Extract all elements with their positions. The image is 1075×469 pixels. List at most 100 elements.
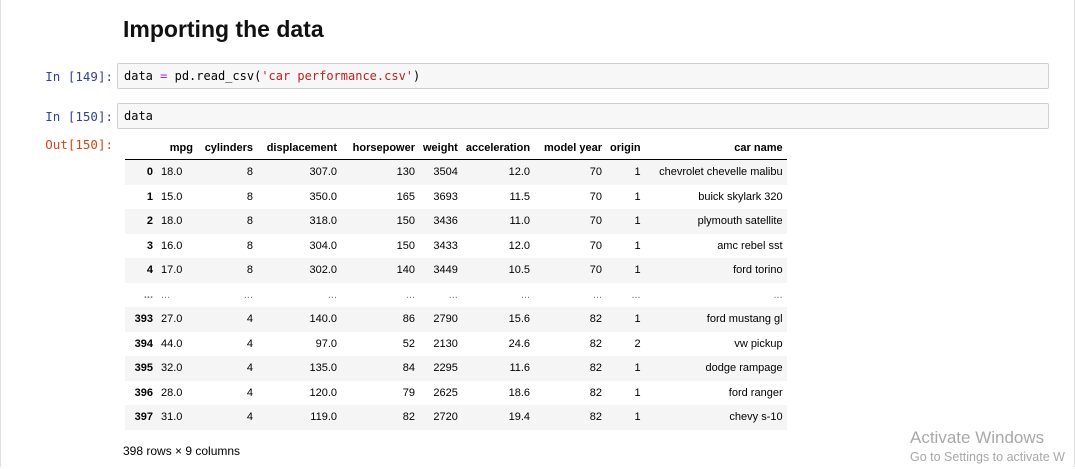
dataframe-table: mpg cylinders displacement horsepower we… [125, 137, 787, 430]
column-header: mpg [157, 137, 197, 160]
table-cell: 18.0 [161, 215, 183, 228]
table-cell: 4 [246, 411, 253, 424]
table-cell: 4 [246, 362, 253, 375]
code-close-paren: ) [413, 69, 421, 83]
table-cell: 4 [246, 337, 253, 350]
watermark-subtitle: Go to Settings to activate W [910, 450, 1065, 464]
table-cell: ford ranger [728, 386, 783, 399]
table-cell: 1 [634, 264, 641, 277]
table-cell: 44.0 [161, 337, 183, 350]
table-cell: 318.0 [309, 215, 337, 228]
cell2-code-input[interactable]: data [117, 103, 1049, 129]
table-row: 2 18.0 8 318.0 150 3436 11.0 70 1 plymouth satell… [125, 209, 787, 234]
row-index: 395 [134, 362, 153, 375]
column-header: displacement [257, 137, 341, 160]
table-cell: 24.6 [508, 337, 531, 350]
table-cell: 2720 [433, 411, 458, 424]
row-index: 1 [146, 190, 153, 203]
table-cell: 70 [589, 264, 603, 277]
row-index: 2 [146, 215, 153, 228]
table-cell: ... [520, 288, 531, 301]
table-cell: 3433 [433, 239, 458, 252]
table-summary: 398 rows × 9 columns [123, 444, 241, 458]
table-cell: 3693 [433, 190, 458, 203]
table-row: 3 16.0 8 304.0 150 3433 12.0 70 1 amc rebel sst [125, 234, 787, 259]
cell2-input-prompt: In [150]: [45, 109, 113, 124]
table-cell: ford torino [733, 264, 783, 277]
row-index: 4 [146, 264, 153, 277]
table-cell: 1 [634, 386, 641, 399]
index-header [125, 137, 157, 160]
table-row: 395 32.0 4 135.0 84 2295 11.6 82 1 dodge rampage [125, 356, 787, 381]
table-cell: 15.0 [161, 190, 183, 203]
table-cell: 82 [589, 411, 603, 424]
table-row: 397 31.0 4 119.0 82 2720 19.4 82 1 chevy s-10 [125, 405, 787, 430]
column-header: origin [606, 137, 645, 160]
cell2-output-prompt: Out[150]: [45, 137, 113, 152]
table-cell: 12.0 [508, 239, 531, 252]
table-cell: 8 [246, 239, 253, 252]
table-cell: 4 [246, 313, 253, 326]
table-cell: 17.0 [161, 264, 183, 277]
table-cell: 2790 [433, 313, 458, 326]
row-index: 0 [146, 166, 153, 179]
table-cell: 16.0 [161, 239, 183, 252]
table-cell: 11.6 [509, 362, 531, 375]
table-row: 393 27.0 4 140.0 86 2790 15.6 82 1 ford mustang g… [125, 307, 787, 332]
table-cell: 82 [589, 337, 603, 350]
table-row: 4 17.0 8 302.0 140 3449 10.5 70 1 ford torino [125, 258, 787, 283]
code-call: pd.read_csv( [174, 69, 262, 83]
code-string: 'car performance.csv' [261, 69, 414, 83]
code-operator: = [160, 69, 168, 83]
table-cell: 15.6 [508, 313, 531, 326]
table-cell: 3504 [433, 166, 458, 179]
table-cell: ... [161, 288, 171, 301]
table-cell: 1 [634, 166, 641, 179]
table-header-row: mpg cylinders displacement horsepower we… [125, 137, 787, 160]
table-cell: 18.0 [161, 166, 183, 179]
row-index: 394 [134, 337, 153, 350]
table-cell: 135.0 [309, 362, 337, 375]
table-cell: 97.0 [315, 337, 337, 350]
table-cell: 70 [589, 239, 603, 252]
table-cell: 12.0 [508, 166, 531, 179]
table-cell: ... [631, 288, 641, 301]
table-cell: 2 [634, 337, 641, 350]
table-cell: buick skylark 320 [698, 190, 783, 203]
section-heading: Importing the data [123, 16, 324, 42]
table-cell: 2130 [433, 337, 458, 350]
table-cell: 86 [402, 313, 415, 326]
table-cell: 1 [634, 215, 641, 228]
table-row: .............................. [125, 283, 787, 308]
table-cell: 11.5 [509, 190, 531, 203]
table-cell: 140.0 [309, 313, 337, 326]
table-cell: chevy s-10 [729, 411, 783, 424]
table-cell: 140 [396, 264, 415, 277]
table-cell: 82 [402, 411, 415, 424]
table-cell: chevrolet chevelle malibu [659, 166, 783, 179]
table-cell: 18.6 [508, 386, 531, 399]
table-cell: 84 [402, 362, 415, 375]
activate-windows-watermark: Activate Windows Go to Settings to activ… [910, 428, 1065, 464]
table-cell: 1 [634, 362, 641, 375]
cell1-code-input[interactable]: data = pd.read_csv('car performance.csv'… [117, 63, 1049, 89]
table-cell: ford mustang gl [706, 313, 783, 326]
table-cell: 82 [589, 313, 603, 326]
table-cell: 70 [589, 190, 603, 203]
column-header: cylinders [197, 137, 257, 160]
table-cell: 82 [589, 362, 603, 375]
row-index: ... [143, 288, 153, 301]
table-cell: 32.0 [161, 362, 183, 375]
table-cell: 79 [402, 386, 415, 399]
table-cell: ... [448, 288, 458, 301]
table-cell: 8 [246, 190, 253, 203]
table-cell: 11.0 [509, 215, 531, 228]
table-cell: 150 [396, 215, 415, 228]
table-cell: 52 [402, 337, 415, 350]
table-row: 1 15.0 8 350.0 165 3693 11.5 70 1 buick skylark 3… [125, 185, 787, 210]
column-header: acceleration [461, 137, 535, 160]
column-header: car name [644, 137, 787, 160]
table-cell: 165 [396, 190, 415, 203]
table-cell: 3436 [433, 215, 458, 228]
table-cell: 119.0 [310, 411, 337, 424]
